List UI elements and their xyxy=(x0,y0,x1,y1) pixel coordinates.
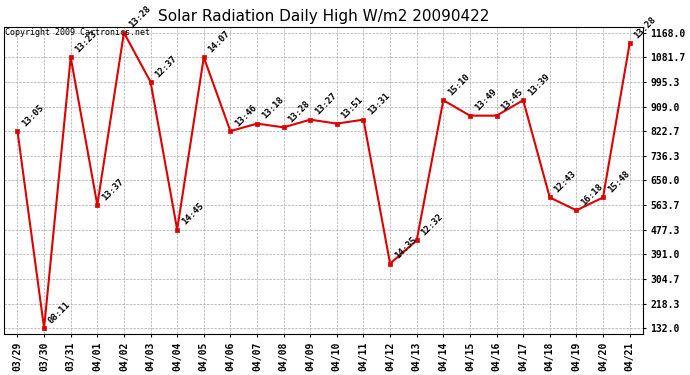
Text: 16:18: 16:18 xyxy=(579,182,604,207)
Text: Copyright 2009 Cartronics.net: Copyright 2009 Cartronics.net xyxy=(6,28,150,38)
Text: 13:28: 13:28 xyxy=(127,4,152,30)
Text: 13:18: 13:18 xyxy=(260,96,285,121)
Text: 13:27: 13:27 xyxy=(313,92,338,117)
Text: 08:11: 08:11 xyxy=(47,300,72,326)
Text: 15:10: 15:10 xyxy=(446,72,471,98)
Text: 13:37: 13:37 xyxy=(100,177,126,202)
Title: Solar Radiation Daily High W/m2 20090422: Solar Radiation Daily High W/m2 20090422 xyxy=(158,9,489,24)
Text: 13:23: 13:23 xyxy=(73,29,99,54)
Text: 15:48: 15:48 xyxy=(606,170,631,195)
Text: 12:43: 12:43 xyxy=(553,170,578,195)
Text: 13:05: 13:05 xyxy=(20,103,46,128)
Text: 13:28: 13:28 xyxy=(286,99,312,124)
Text: 14:07: 14:07 xyxy=(206,29,232,54)
Text: 13:39: 13:39 xyxy=(526,72,551,98)
Text: 12:32: 12:32 xyxy=(420,212,445,237)
Text: 13:45: 13:45 xyxy=(500,87,524,113)
Text: 13:46: 13:46 xyxy=(233,103,259,128)
Text: 13:51: 13:51 xyxy=(339,96,365,121)
Text: 13:31: 13:31 xyxy=(366,92,392,117)
Text: 12:37: 12:37 xyxy=(153,54,179,79)
Text: 14:45: 14:45 xyxy=(180,201,206,227)
Text: 13:49: 13:49 xyxy=(473,87,498,113)
Text: 14:35: 14:35 xyxy=(393,236,418,261)
Text: 13:28: 13:28 xyxy=(633,15,658,41)
